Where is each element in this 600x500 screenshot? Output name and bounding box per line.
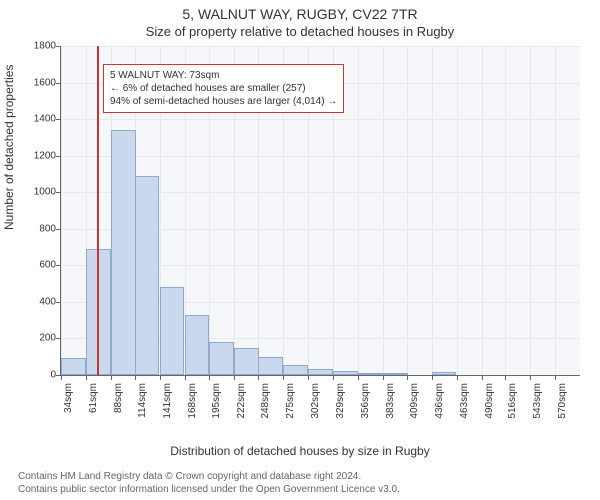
x-tick-mark bbox=[209, 375, 210, 380]
x-tick-label: 195sqm bbox=[211, 383, 222, 443]
gridline-vertical bbox=[482, 46, 483, 375]
x-tick-label: 383sqm bbox=[385, 383, 396, 443]
y-tick-label: 1000 bbox=[16, 187, 56, 198]
x-tick-mark bbox=[234, 375, 235, 380]
histogram-bar bbox=[135, 176, 160, 375]
x-axis-label: Distribution of detached houses by size … bbox=[0, 444, 600, 458]
x-tick-mark bbox=[505, 375, 506, 380]
histogram-bar bbox=[111, 130, 136, 375]
x-tick-label: 409sqm bbox=[409, 383, 420, 443]
x-tick-mark bbox=[530, 375, 531, 380]
x-tick-label: 248sqm bbox=[260, 383, 271, 443]
histogram-bar bbox=[308, 369, 333, 375]
x-tick-label: 329sqm bbox=[335, 383, 346, 443]
x-tick-label: 141sqm bbox=[162, 383, 173, 443]
x-tick-label: 114sqm bbox=[137, 383, 148, 443]
histogram-bar bbox=[333, 371, 358, 375]
y-tick-label: 0 bbox=[16, 370, 56, 381]
histogram-bar bbox=[383, 373, 408, 375]
histogram-bar bbox=[160, 287, 185, 375]
x-tick-mark bbox=[333, 375, 334, 380]
plot-area: 5 WALNUT WAY: 73sqm← 6% of detached hous… bbox=[60, 46, 580, 376]
x-tick-label: 570sqm bbox=[557, 383, 568, 443]
info-box-line: 5 WALNUT WAY: 73sqm bbox=[110, 69, 337, 82]
footer-attribution: Contains HM Land Registry data © Crown c… bbox=[18, 471, 400, 496]
y-tick-label: 1600 bbox=[16, 77, 56, 88]
y-tick-label: 600 bbox=[16, 260, 56, 271]
info-box-line: 94% of semi-detached houses are larger (… bbox=[110, 95, 337, 108]
gridline-vertical bbox=[505, 46, 506, 375]
histogram-bar bbox=[258, 357, 283, 375]
x-tick-mark bbox=[111, 375, 112, 380]
gridline-vertical bbox=[457, 46, 458, 375]
histogram-bar bbox=[358, 373, 383, 375]
y-tick-label: 1800 bbox=[16, 41, 56, 52]
gridline-vertical bbox=[530, 46, 531, 375]
histogram-bar bbox=[185, 315, 210, 375]
x-tick-mark bbox=[407, 375, 408, 380]
info-box-line: ← 6% of detached houses are smaller (257… bbox=[110, 82, 337, 95]
x-tick-mark bbox=[185, 375, 186, 380]
x-tick-label: 61sqm bbox=[88, 383, 99, 443]
gridline-horizontal bbox=[61, 119, 580, 120]
property-marker-line bbox=[97, 46, 99, 375]
x-tick-mark bbox=[258, 375, 259, 380]
chart-title: 5, WALNUT WAY, RUGBY, CV22 7TR bbox=[0, 6, 600, 22]
gridline-horizontal bbox=[61, 156, 580, 157]
x-tick-mark bbox=[135, 375, 136, 380]
gridline-vertical bbox=[383, 46, 384, 375]
y-tick-label: 400 bbox=[16, 296, 56, 307]
x-tick-mark bbox=[482, 375, 483, 380]
gridline-horizontal bbox=[61, 46, 580, 47]
y-axis-label: Number of detached properties bbox=[2, 65, 16, 230]
x-tick-mark bbox=[86, 375, 87, 380]
x-tick-label: 34sqm bbox=[63, 383, 74, 443]
footer-line-1: Contains HM Land Registry data © Crown c… bbox=[18, 471, 400, 484]
x-tick-label: 168sqm bbox=[187, 383, 198, 443]
y-tick-label: 1400 bbox=[16, 114, 56, 125]
x-tick-label: 222sqm bbox=[236, 383, 247, 443]
x-tick-label: 543sqm bbox=[532, 383, 543, 443]
y-tick-label: 200 bbox=[16, 333, 56, 344]
histogram-bar bbox=[283, 365, 308, 375]
x-tick-mark bbox=[61, 375, 62, 380]
x-tick-label: 436sqm bbox=[434, 383, 445, 443]
x-tick-label: 275sqm bbox=[285, 383, 296, 443]
x-tick-label: 88sqm bbox=[113, 383, 124, 443]
x-tick-label: 302sqm bbox=[310, 383, 321, 443]
x-tick-mark bbox=[358, 375, 359, 380]
footer-line-2: Contains public sector information licen… bbox=[18, 484, 400, 497]
histogram-bar bbox=[209, 342, 234, 375]
x-tick-mark bbox=[432, 375, 433, 380]
chart-container: { "title_main": "5, WALNUT WAY, RUGBY, C… bbox=[0, 0, 600, 500]
x-tick-label: 490sqm bbox=[484, 383, 495, 443]
y-tick-label: 1200 bbox=[16, 150, 56, 161]
x-tick-mark bbox=[283, 375, 284, 380]
x-tick-mark bbox=[383, 375, 384, 380]
x-tick-label: 356sqm bbox=[360, 383, 371, 443]
histogram-bar bbox=[61, 358, 86, 375]
property-info-box: 5 WALNUT WAY: 73sqm← 6% of detached hous… bbox=[103, 64, 344, 113]
gridline-vertical bbox=[61, 46, 62, 375]
x-tick-mark bbox=[308, 375, 309, 380]
histogram-bar bbox=[234, 348, 259, 375]
x-tick-mark bbox=[555, 375, 556, 380]
y-tick-label: 800 bbox=[16, 223, 56, 234]
gridline-vertical bbox=[555, 46, 556, 375]
x-tick-label: 463sqm bbox=[459, 383, 470, 443]
gridline-vertical bbox=[358, 46, 359, 375]
x-tick-label: 516sqm bbox=[507, 383, 518, 443]
x-tick-mark bbox=[160, 375, 161, 380]
x-tick-mark bbox=[457, 375, 458, 380]
gridline-vertical bbox=[407, 46, 408, 375]
gridline-vertical bbox=[432, 46, 433, 375]
chart-subtitle: Size of property relative to detached ho… bbox=[0, 24, 600, 39]
histogram-bar bbox=[432, 372, 457, 375]
